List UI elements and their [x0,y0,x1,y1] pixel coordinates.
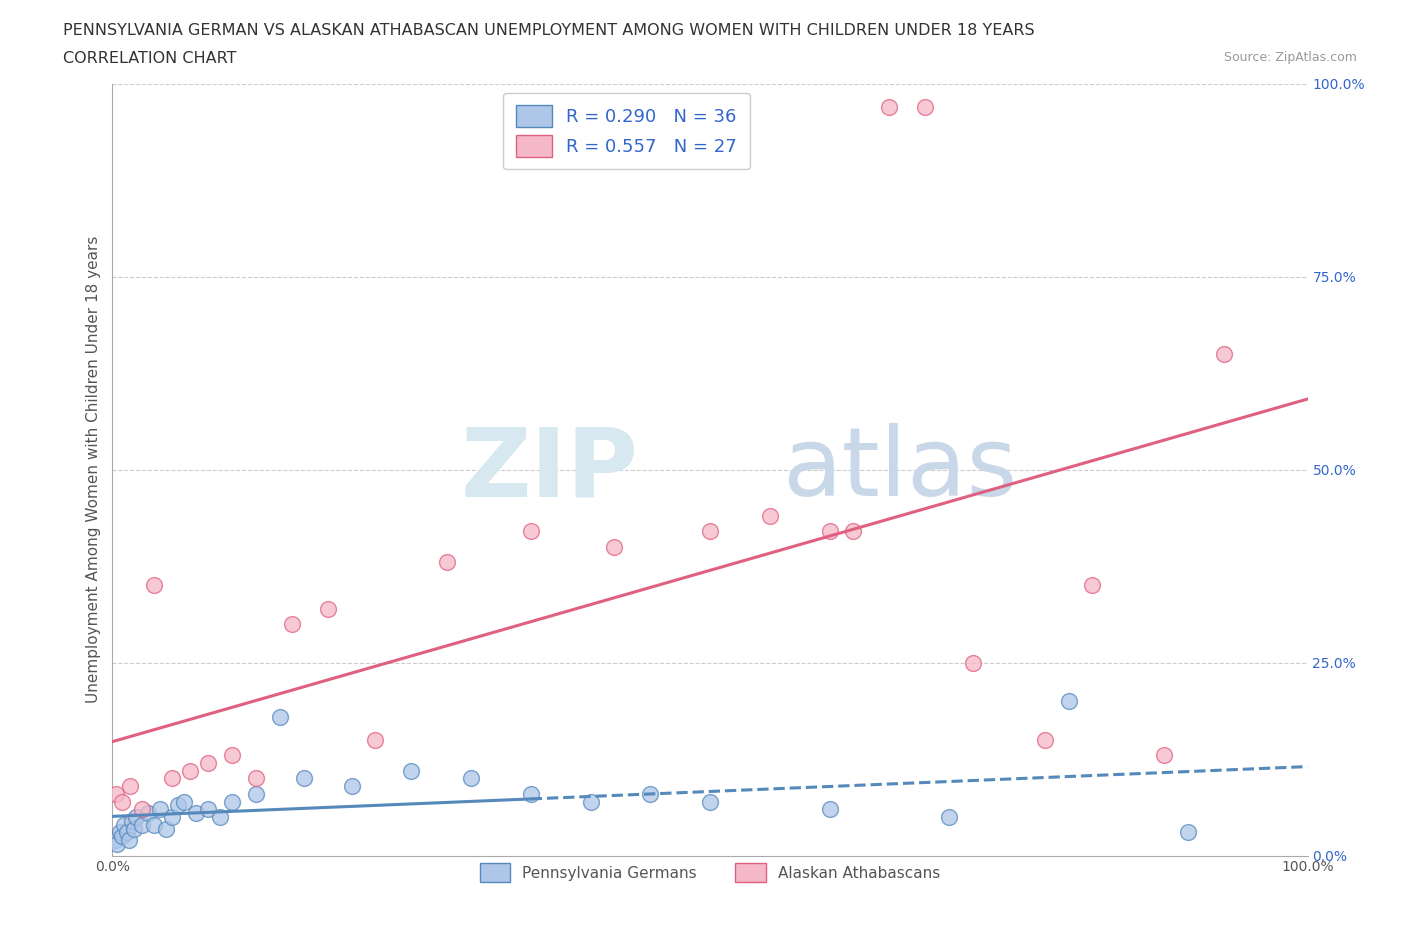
Point [120,778,142,793]
Point [143,817,166,832]
Point [1057,694,1080,709]
Point [818,524,841,538]
Point [879,100,901,114]
Point [1153,748,1175,763]
Point [149,802,172,817]
Point [460,771,482,786]
Point [818,802,841,817]
Point [105,787,128,802]
Point [699,794,721,809]
Point [759,509,782,524]
Point [269,710,291,724]
Point [1177,825,1199,840]
Point [186,805,208,820]
Text: atlas: atlas [782,423,1017,516]
Point [105,837,128,852]
Point [111,829,134,844]
Point [115,825,138,840]
Point [579,794,602,809]
Text: Source: ZipAtlas.com: Source: ZipAtlas.com [1223,51,1357,64]
Y-axis label: Unemployment Among Women with Children Under 18 years: Unemployment Among Women with Children U… [86,236,101,703]
Point [364,733,387,748]
Point [640,787,662,802]
Point [179,764,201,778]
Point [281,617,304,631]
Point [1213,347,1236,362]
Text: ZIP: ZIP [460,423,638,516]
Point [197,802,219,817]
Point [962,656,984,671]
Point [125,809,148,825]
Point [520,524,543,538]
Point [520,787,543,802]
Point [122,821,145,836]
Point [316,601,339,616]
Point [121,814,143,829]
Point [1081,578,1104,593]
Point [938,809,960,825]
Point [245,787,267,802]
Legend: Pennsylvania Germans, Alaskan Athabascans: Pennsylvania Germans, Alaskan Athabascan… [468,851,952,895]
Point [138,805,160,820]
Point [173,794,195,809]
Point [131,817,153,832]
Point [118,832,141,847]
Point [162,771,183,786]
Point [603,539,626,554]
Text: PENNSYLVANIA GERMAN VS ALASKAN ATHABASCAN UNEMPLOYMENT AMONG WOMEN WITH CHILDREN: PENNSYLVANIA GERMAN VS ALASKAN ATHABASCA… [63,23,1035,38]
Point [143,578,166,593]
Point [167,798,190,813]
Point [245,771,267,786]
Point [221,794,243,809]
Point [104,832,127,847]
Point [162,809,183,825]
Point [114,817,135,832]
Point [209,809,232,825]
Point [111,794,134,809]
Point [699,524,721,538]
Point [914,100,936,114]
Point [221,748,243,763]
Point [197,755,219,770]
Point [842,524,865,538]
Point [1033,733,1056,748]
Point [108,825,131,840]
Point [292,771,315,786]
Point [155,821,177,836]
Point [131,802,153,817]
Point [340,778,363,793]
Point [401,764,423,778]
Text: CORRELATION CHART: CORRELATION CHART [63,51,236,66]
Point [436,555,458,570]
